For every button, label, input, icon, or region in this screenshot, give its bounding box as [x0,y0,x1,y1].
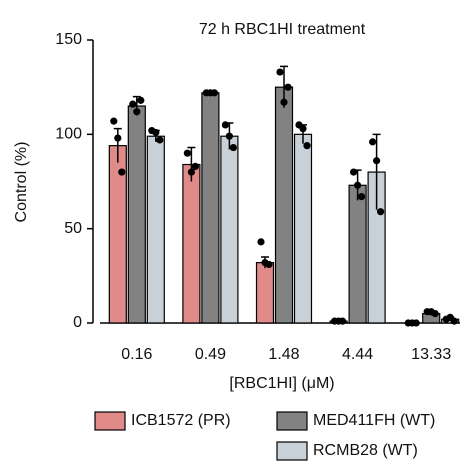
data-point [412,319,420,327]
bar [220,135,239,324]
data-point [303,142,311,150]
data-point [450,317,458,325]
data-point [187,168,195,176]
y-axis-label: Control (%) [13,142,30,223]
data-point [133,108,141,116]
legend-label: MED411FH (WT) [313,412,435,429]
bar [146,135,165,324]
bar [182,163,201,324]
y-tick-label: 150 [55,31,82,48]
x-tick-label: 0.16 [121,346,152,363]
data-point [350,168,358,176]
data-point [358,192,366,201]
data-point [152,128,160,137]
data-point [284,83,292,91]
data-point [110,117,118,125]
data-point [373,157,381,165]
data-point [280,98,288,106]
legend-swatch [276,411,308,431]
data-point [265,260,273,269]
data-point [257,238,265,246]
chart-title: 72 h RBC1HI treatment [199,21,366,38]
data-point [221,121,229,129]
bar [201,92,220,324]
error-bar [187,146,196,182]
data-point [431,309,439,318]
x-tick-label: 1.48 [268,346,299,363]
data-point [299,125,307,133]
data-point [191,162,199,171]
data-point [225,132,233,140]
data-point [210,89,218,97]
bar [293,133,313,324]
y-tick-label: 0 [73,314,82,331]
y-tick-label: 50 [64,220,82,237]
y-tick-label: 100 [55,126,82,143]
legend-swatch [94,411,126,431]
bar [348,184,367,324]
data-point [229,143,237,152]
data-point [118,168,126,176]
x-tick-label: 4.44 [342,346,373,363]
legend-label: RCMB28 (WT) [313,442,418,459]
data-point [156,136,164,144]
bar [274,86,294,324]
error-bar [372,133,381,210]
data-point [114,134,122,142]
data-point [369,138,377,146]
legend-swatch [276,441,308,461]
data-point [183,149,191,157]
data-point [377,208,385,216]
x-axis-label: [RBC1HI] (μM) [229,375,334,392]
data-point [354,181,362,189]
legend-label: ICB1572 (PR) [131,412,231,429]
data-point [137,96,145,104]
error-bar [113,127,122,163]
data-point [129,100,137,108]
bar [127,105,146,324]
bar [255,262,275,324]
x-tick-label: 0.49 [195,346,226,363]
data-point [339,317,347,325]
x-tick-label: 13.33 [411,346,451,363]
data-point [276,68,284,76]
